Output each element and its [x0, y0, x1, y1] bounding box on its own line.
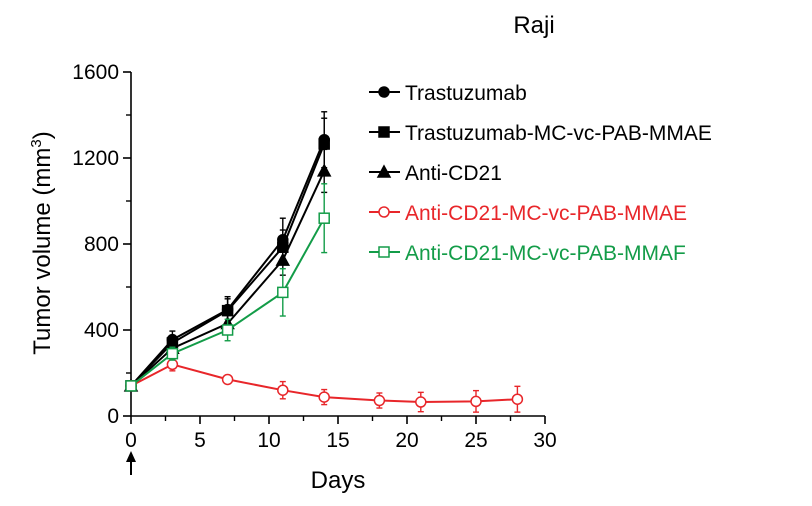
data-point	[470, 395, 482, 408]
data-point	[415, 396, 427, 408]
legend-label: Trastuzumab	[405, 82, 527, 105]
y-tick-label: 400	[84, 319, 119, 342]
legend-marker	[376, 164, 392, 178]
series-trastuzumab-mc-vc-pab-mmae	[125, 117, 330, 392]
legend-label: Anti-CD21-MC-vc-PAB-MMAF	[405, 242, 686, 265]
legend-item-anti-cd21-mc-vc-pab-mmae: Anti-CD21-MC-vc-PAB-MMAE	[369, 202, 687, 225]
legend-marker	[378, 246, 390, 258]
series-anti-cd21	[123, 148, 332, 392]
chart-title: Raji	[513, 12, 554, 39]
legend-label: Anti-CD21-MC-vc-PAB-MMAE	[405, 202, 687, 225]
legend-label: Trastuzumab-MC-vc-PAB-MMAE	[405, 122, 712, 145]
x-tick-label: 10	[257, 429, 280, 452]
legend-label: Anti-CD21	[405, 162, 502, 185]
data-point	[166, 347, 179, 360]
series-anti-cd21-mc-vc-pab-mmaf	[125, 183, 330, 392]
data-point	[275, 252, 291, 266]
legend-marker	[378, 206, 390, 218]
series-trastuzumab	[125, 111, 330, 392]
data-point	[221, 373, 234, 386]
x-tick-label: 15	[326, 429, 349, 452]
series-anti-cd21-mc-vc-pab-mmae	[125, 357, 524, 413]
y-tick-label: 800	[84, 233, 119, 256]
y-tick-label: 1600	[72, 61, 119, 84]
x-tick-label: 0	[125, 429, 137, 452]
data-point	[318, 391, 330, 403]
x-tick-label: 20	[395, 429, 418, 452]
data-point	[221, 324, 234, 336]
legend-item-trastuzumab-mc-vc-pab-mmae: Trastuzumab-MC-vc-PAB-MMAE	[369, 122, 712, 145]
data-point	[277, 286, 289, 299]
legend-item-anti-cd21: Anti-CD21	[369, 162, 502, 185]
series-line	[130, 143, 326, 387]
y-axis-label-main: Tumor volume (mm	[29, 148, 56, 355]
data-point	[511, 393, 524, 405]
data-point	[318, 212, 330, 224]
y-axis-label-superscript: 3	[28, 139, 45, 147]
x-tick-label: 25	[464, 429, 487, 452]
data-point	[318, 138, 330, 150]
y-axis-label-close: )	[29, 131, 56, 139]
dosing-arrow-icon	[126, 451, 136, 462]
x-axis-label: Days	[311, 467, 366, 494]
plot-area	[123, 111, 524, 413]
y-axis-label: Tumor volume (mm3)	[28, 131, 56, 354]
axes: 0 5 10 15 20 25 30 0 400 800 1200 1600	[72, 61, 557, 475]
data-point	[277, 384, 289, 396]
y-tick-label: 0	[107, 405, 119, 428]
legend-marker	[378, 126, 390, 138]
legend: Trastuzumab Trastuzumab-MC-vc-PAB-MMAE Ant…	[369, 82, 712, 265]
x-tick-label: 30	[533, 429, 556, 452]
data-point	[166, 358, 179, 371]
legend-marker	[378, 86, 390, 98]
series-line	[130, 139, 326, 387]
data-point	[373, 394, 386, 407]
data-point	[125, 380, 137, 392]
legend-item-anti-cd21-mc-vc-pab-mmaf: Anti-CD21-MC-vc-PAB-MMAF	[369, 242, 686, 265]
x-tick-label: 5	[194, 429, 206, 452]
data-point	[316, 163, 332, 177]
legend-item-trastuzumab: Trastuzumab	[369, 82, 527, 105]
y-tick-label: 1200	[72, 147, 119, 170]
